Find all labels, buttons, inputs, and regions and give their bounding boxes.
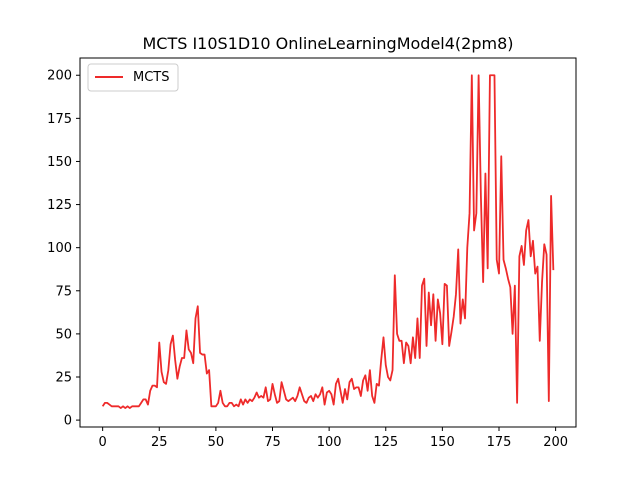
y-tick-label: 100 [47, 241, 72, 256]
y-tick-label: 150 [47, 155, 72, 170]
x-tick-label: 200 [543, 435, 568, 450]
chart-title: MCTS I10S1D10 OnlineLearningModel4(2pm8) [142, 34, 513, 53]
axes-layer: 0 25 50 75 100 125 150 175 200 0 25 50 75 100 125 150 17… [47, 57, 577, 450]
x-tick-label: 75 [264, 435, 281, 450]
x-tick-label: 25 [151, 435, 168, 450]
series-layer [101, 74, 555, 409]
legend-label-mcts: MCTS [133, 70, 170, 85]
y-tick-label: 0 [64, 414, 72, 429]
x-tick-label: 150 [430, 435, 455, 450]
x-tick-label: 175 [487, 435, 512, 450]
legend-frame [87, 63, 179, 92]
x-tick-label: 100 [317, 435, 342, 450]
x-tick-label: 125 [373, 435, 398, 450]
y-tick-label: 50 [55, 327, 72, 342]
plot-frame [79, 57, 577, 428]
series-line-mcts [101, 74, 555, 409]
legend: MCTS [87, 63, 179, 92]
y-tick-label: 125 [47, 198, 72, 213]
y-tick-label: 25 [55, 370, 72, 385]
y-tick-label: 75 [55, 284, 72, 299]
x-tick-label: 0 [99, 435, 107, 450]
x-tick-label: 50 [208, 435, 225, 450]
y-tick-label: 200 [47, 69, 72, 84]
y-tick-label: 175 [47, 112, 72, 127]
